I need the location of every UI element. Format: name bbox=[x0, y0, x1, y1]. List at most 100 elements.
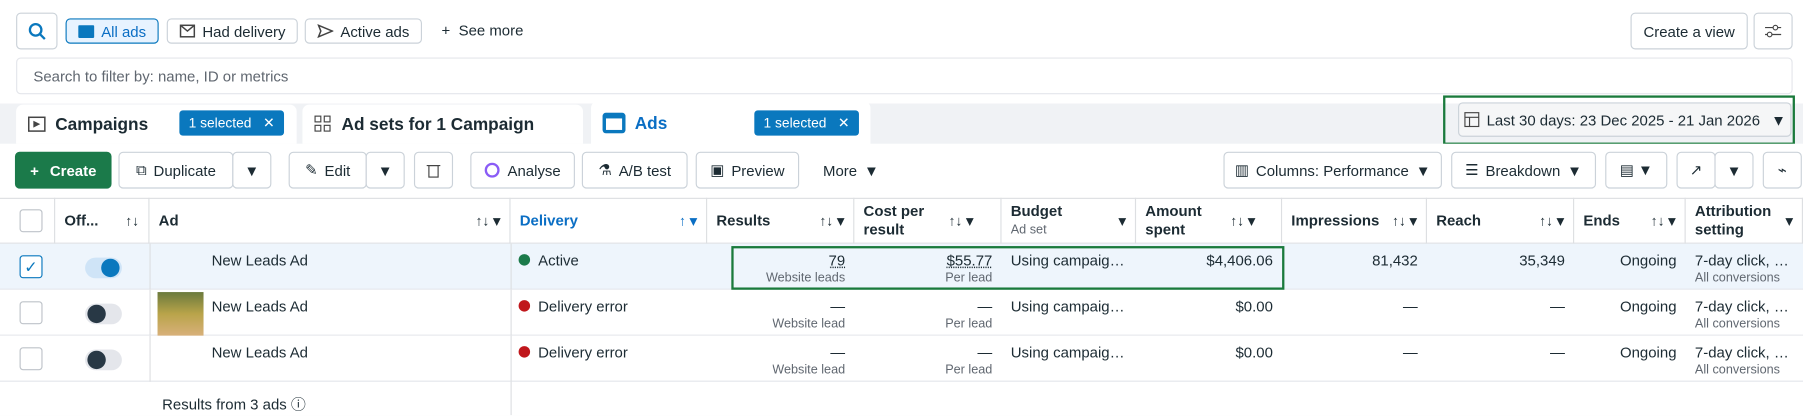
results-subtitle: Website lead bbox=[772, 317, 846, 332]
tab-label: Campaigns bbox=[55, 114, 149, 135]
column-header[interactable]: Ad ↑↓ ▾ bbox=[149, 197, 511, 244]
budget: Using campaign... bbox=[1010, 343, 1130, 362]
column-header[interactable]: Impressions ↑↓ ▾ bbox=[1282, 197, 1427, 244]
trash-icon bbox=[426, 165, 441, 178]
column-label: Attribution setting bbox=[1695, 202, 1781, 239]
export-button[interactable]: ↗ bbox=[1676, 151, 1716, 189]
selected-badge[interactable]: 1 selected ✕ bbox=[179, 110, 284, 136]
ad-name[interactable]: New Leads Ad bbox=[211, 297, 308, 316]
checkbox[interactable] bbox=[19, 209, 43, 233]
analyse-label: Analyse bbox=[507, 161, 561, 179]
tab-label: Ads bbox=[634, 113, 668, 134]
sort-icon: ▾ bbox=[1785, 212, 1793, 229]
column-header[interactable]: Delivery ↑ ▾ bbox=[511, 197, 708, 244]
sort-icon: ▾ bbox=[1118, 212, 1126, 229]
selected-badge[interactable]: 1 selected ✕ bbox=[754, 110, 859, 136]
edit-dropdown[interactable]: ▼ bbox=[365, 151, 405, 189]
filter-all-ads[interactable]: All ads bbox=[65, 18, 159, 44]
column-label: Results bbox=[716, 212, 814, 230]
table-row bbox=[0, 289, 1803, 336]
amount-spent: $0.00 bbox=[1235, 297, 1273, 316]
ab-test-label: A/B test bbox=[618, 161, 672, 179]
ad-name[interactable]: New Leads Ad bbox=[211, 251, 308, 270]
filter-had-delivery[interactable]: Had delivery bbox=[166, 18, 299, 44]
reports-button[interactable]: ▤ ▼ bbox=[1605, 151, 1668, 189]
tab-campaigns[interactable]: Campaigns 1 selected ✕ bbox=[16, 104, 297, 144]
column-header[interactable]: Results ↑↓ ▾ bbox=[707, 197, 855, 244]
attribution: 7-day click, 1-... bbox=[1694, 343, 1797, 362]
filter-label: Had delivery bbox=[202, 22, 286, 40]
reach: — bbox=[1550, 343, 1565, 362]
more-button[interactable]: More ▼ bbox=[810, 151, 892, 189]
duplicate-dropdown[interactable]: ▼ bbox=[232, 151, 272, 189]
column-label: Off... bbox=[64, 212, 120, 230]
delivery-dot bbox=[518, 254, 531, 266]
preview-label: Preview bbox=[731, 161, 785, 179]
attribution-subtitle: All conversions bbox=[1694, 317, 1780, 332]
sort-icon: ↑↓ ▾ bbox=[1650, 212, 1676, 229]
row-checkbox[interactable]: ✓ bbox=[19, 255, 43, 279]
column-header[interactable]: Budget Ad set ▾ bbox=[1002, 197, 1137, 244]
row-checkbox[interactable] bbox=[19, 301, 43, 325]
column-header[interactable]: Cost per result ↑↓ ▾ bbox=[854, 197, 1002, 244]
ab-test-button[interactable]: ⚗ A/B test bbox=[581, 151, 688, 189]
sort-icon: ↑↓ ▾ bbox=[1539, 212, 1564, 229]
chart-button[interactable]: ⌁ bbox=[1762, 151, 1802, 189]
header-row bbox=[0, 197, 1803, 244]
reach: 35,349 bbox=[1519, 251, 1565, 270]
delivery-status: Active bbox=[538, 251, 579, 270]
search-icon bbox=[28, 22, 46, 40]
delete-button[interactable] bbox=[413, 151, 454, 189]
budget: Using campaign... bbox=[1010, 297, 1130, 316]
row-checkbox[interactable] bbox=[19, 347, 43, 371]
calendar-icon bbox=[1464, 112, 1480, 128]
analyse-button[interactable]: Analyse bbox=[470, 151, 575, 189]
column-label: Budget Ad set bbox=[1011, 202, 1114, 239]
tab-ads[interactable]: Ads 1 selected ✕ bbox=[591, 101, 871, 148]
tab-ad-sets[interactable]: Ad sets for 1 Campaign bbox=[302, 104, 583, 144]
ends: Ongoing bbox=[1619, 297, 1677, 316]
column-title: Amount spent bbox=[1145, 202, 1202, 239]
impressions: — bbox=[1402, 343, 1418, 362]
cost-subtitle: Per lead bbox=[945, 363, 993, 378]
column-title: Reach bbox=[1436, 211, 1482, 229]
preview-button[interactable]: ▣ Preview bbox=[695, 151, 800, 189]
folder-icon bbox=[78, 25, 95, 38]
date-label: Last 30 days: 23 Dec 2025 - 21 Jan 2026 bbox=[1486, 110, 1761, 129]
sort-icon: ↑↓ ▾ bbox=[1392, 212, 1417, 229]
impressions: — bbox=[1402, 297, 1418, 316]
delivery-status: Delivery error bbox=[538, 297, 628, 316]
settings-button[interactable] bbox=[1753, 12, 1793, 50]
column-header[interactable]: Off... ↑↓ bbox=[55, 197, 150, 244]
breakdown-button[interactable]: ☰ Breakdown ▼ bbox=[1451, 151, 1597, 189]
column-header[interactable]: Attribution setting ▾ bbox=[1686, 197, 1803, 244]
column-header[interactable]: Reach ↑↓ ▾ bbox=[1427, 197, 1575, 244]
edit-button[interactable]: ✎ Edit bbox=[288, 151, 367, 189]
search-button[interactable] bbox=[16, 12, 58, 50]
row-divider bbox=[510, 243, 512, 290]
search-input[interactable]: Search to filter by: name, ID or metrics bbox=[16, 57, 1793, 95]
column-header[interactable]: Ends ↑↓ ▾ bbox=[1574, 197, 1686, 244]
export-dropdown[interactable]: ▼ bbox=[1714, 151, 1754, 189]
attribution-subtitle: All conversions bbox=[1694, 363, 1780, 378]
column-header[interactable]: Amount spent ↑↓ ▾ bbox=[1136, 197, 1283, 244]
see-more[interactable]: + See more bbox=[441, 21, 524, 40]
ad-name[interactable]: New Leads Ad bbox=[211, 343, 308, 362]
filter-active-ads[interactable]: Active ads bbox=[304, 18, 422, 44]
create-button[interactable]: + Create bbox=[14, 151, 112, 189]
duplicate-button[interactable]: ⧉ Duplicate bbox=[118, 151, 234, 189]
column-label: Amount spent bbox=[1145, 202, 1225, 239]
breakdown-label: Breakdown bbox=[1485, 161, 1561, 179]
column-title: Ad bbox=[158, 211, 179, 229]
column-label: Ad bbox=[159, 212, 471, 230]
filter-label: All ads bbox=[101, 22, 147, 40]
impressions: 81,432 bbox=[1372, 251, 1418, 270]
columns-button[interactable]: ▥ Columns: Performance ▼ bbox=[1223, 151, 1442, 189]
sort-icon: ↑↓ ▾ bbox=[819, 212, 845, 229]
footer-divider bbox=[510, 381, 512, 416]
create-view-button[interactable]: Create a view bbox=[1630, 12, 1748, 50]
date-picker[interactable]: Last 30 days: 23 Dec 2025 - 21 Jan 2026 … bbox=[1458, 102, 1792, 137]
row-divider bbox=[510, 335, 512, 382]
